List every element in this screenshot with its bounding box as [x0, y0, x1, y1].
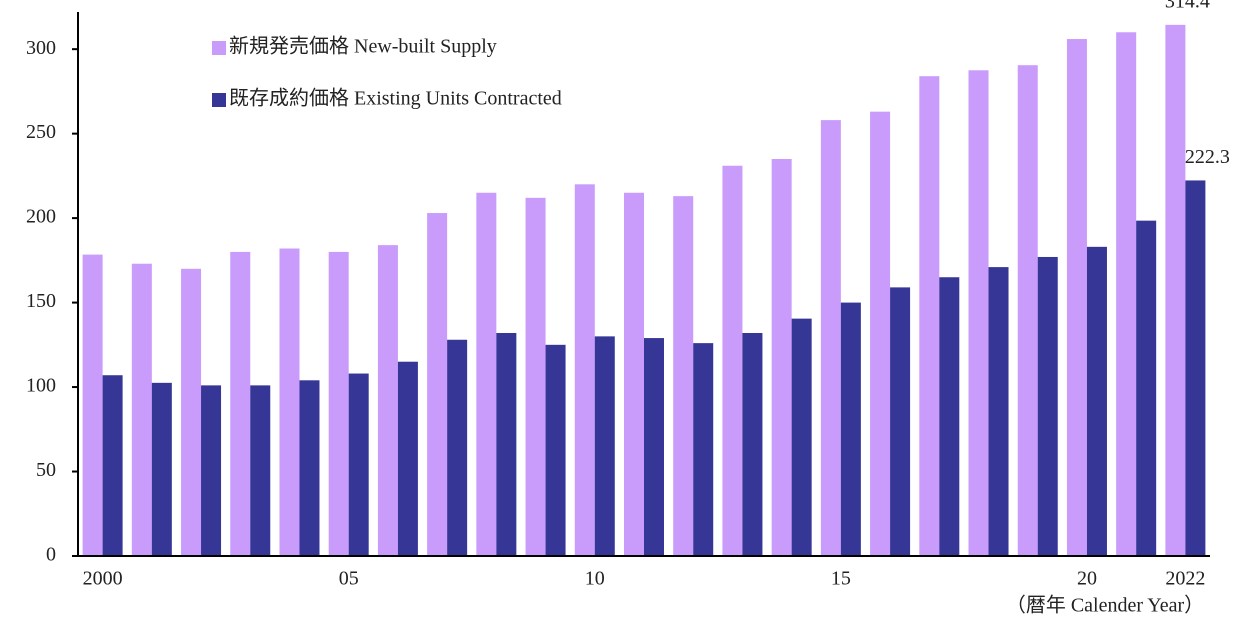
- bar: [447, 339, 468, 556]
- bar: [1185, 180, 1206, 557]
- y-tick-label: 0: [46, 544, 56, 566]
- y-tick-label: 200: [26, 206, 56, 228]
- y-tick-label: 300: [26, 37, 56, 59]
- bar: [791, 318, 812, 556]
- bar: [693, 343, 714, 556]
- bar: [870, 111, 891, 557]
- x-tick-label: 20: [1077, 568, 1097, 590]
- bar: [890, 287, 911, 556]
- x-axis-label: （暦年 Calender Year）: [1006, 594, 1204, 617]
- legend-swatch: [212, 93, 226, 107]
- bar: [427, 213, 448, 557]
- bar: [131, 263, 152, 556]
- bar: [102, 375, 123, 556]
- bar: [545, 344, 566, 556]
- bar: [230, 251, 251, 556]
- bar: [939, 277, 960, 556]
- bar: [82, 254, 103, 556]
- value-label: 314.4: [1165, 0, 1210, 12]
- bar: [644, 338, 664, 556]
- bar: [840, 302, 861, 556]
- bar: [525, 197, 546, 557]
- bar: [279, 248, 300, 557]
- bar: [624, 192, 644, 556]
- x-tick-label: 05: [339, 568, 359, 590]
- value-label: 222.3: [1185, 146, 1230, 168]
- y-tick-label: 100: [26, 375, 56, 397]
- bar: [771, 158, 792, 556]
- bar: [742, 332, 763, 556]
- legend-label: 新規発売価格 New-built Supply: [229, 35, 497, 58]
- bar: [299, 380, 320, 556]
- bar: [377, 245, 398, 556]
- bar: [1086, 246, 1107, 557]
- bar: [594, 336, 615, 556]
- bar: [397, 361, 418, 556]
- y-tick-label: 150: [26, 290, 56, 312]
- bar: [1017, 65, 1038, 556]
- bar: [496, 332, 517, 556]
- bar: [328, 251, 349, 556]
- bar: [151, 382, 172, 556]
- x-tick-label: 15: [831, 568, 851, 590]
- x-tick-label: 2022: [1165, 568, 1205, 590]
- bar: [988, 267, 1009, 556]
- y-tick-label: 250: [26, 121, 56, 143]
- bar: [250, 385, 271, 556]
- bar: [820, 120, 841, 557]
- y-tick-label: 50: [36, 459, 56, 481]
- bar: [1136, 220, 1157, 556]
- bar: [348, 373, 369, 556]
- bar: [1165, 24, 1186, 557]
- x-tick-label: 10: [585, 568, 605, 590]
- bar: [1037, 256, 1058, 556]
- bar: [181, 268, 202, 556]
- bar: [673, 196, 694, 557]
- x-tick-label: 2000: [83, 568, 123, 590]
- bar: [476, 192, 497, 556]
- bar: [201, 385, 222, 556]
- bar: [574, 184, 595, 556]
- bar: [1116, 32, 1137, 556]
- bar: [722, 165, 743, 556]
- bar: [1066, 39, 1087, 556]
- bar: [968, 70, 989, 557]
- bar: [919, 76, 940, 556]
- legend-label: 既存成約価格 Existing Units Contracted: [229, 87, 562, 110]
- legend-swatch: [212, 41, 226, 55]
